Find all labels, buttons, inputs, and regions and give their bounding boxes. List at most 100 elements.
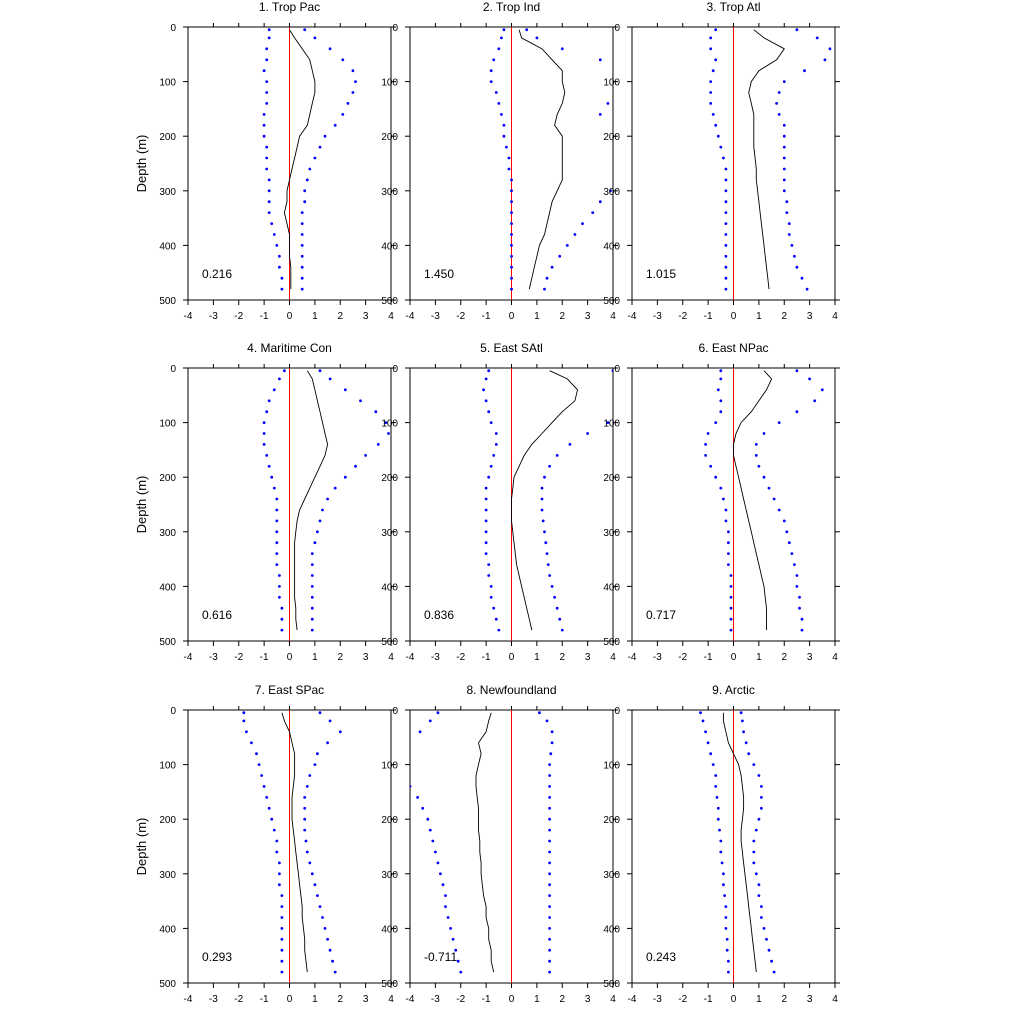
upper-bound-point	[757, 894, 761, 897]
y-tick-label: 400	[603, 582, 620, 593]
upper-bound-point	[548, 959, 551, 963]
upper-bound-point	[540, 508, 544, 512]
lower-bound-point	[255, 752, 258, 756]
lower-bound-point	[714, 28, 718, 32]
lower-bound-point	[275, 497, 279, 501]
upper-bound-point	[553, 595, 556, 599]
panel-stat-value: 1.015	[646, 267, 676, 281]
y-tick-label: 0	[614, 364, 620, 375]
lower-bound-point	[714, 475, 718, 479]
panel-stat-value: 0.616	[202, 608, 232, 622]
upper-bound-point	[538, 711, 541, 715]
lower-bound-point	[706, 432, 710, 435]
upper-bound-point	[313, 36, 317, 40]
lower-bound-point	[275, 563, 279, 566]
lower-bound-point	[716, 388, 720, 392]
panel-6: 6. East NPac -4 -3 -2 -1 0 1 2 3 4 0 100 200 300 400 50…	[603, 341, 840, 663]
lower-bound-point	[510, 178, 513, 182]
upper-bound-point	[798, 595, 801, 599]
lower-bound-point	[722, 883, 725, 887]
lower-bound-series	[242, 711, 284, 974]
upper-bound-point	[762, 475, 766, 479]
upper-bound-point	[310, 585, 314, 588]
panel-title: 3. Trop Atl	[706, 0, 760, 14]
x-tick-label: 3	[585, 652, 591, 663]
lower-bound-point	[267, 464, 271, 468]
x-tick-label: 4	[388, 311, 394, 322]
lower-bound-point	[719, 145, 723, 149]
y-tick-label: 300	[603, 187, 620, 198]
upper-bound-point	[316, 894, 319, 897]
x-tick-label: 3	[363, 311, 369, 322]
panel-stat-value: -0.711	[424, 950, 457, 964]
upper-bound-point	[785, 211, 789, 215]
lower-bound-point	[278, 861, 281, 865]
lower-bound-point	[451, 937, 455, 941]
upper-bound-point	[303, 796, 307, 799]
lower-bound-point	[716, 134, 720, 138]
upper-bound-point	[754, 443, 758, 446]
upper-bound-point	[326, 937, 329, 941]
lower-bound-point	[709, 36, 713, 40]
lower-bound-point	[487, 475, 491, 479]
lower-bound-point	[267, 28, 271, 32]
lower-bound-point	[484, 508, 488, 512]
lower-bound-point	[434, 850, 437, 854]
panel-2: 2. Trop Ind -4 -3 -2 -1 0 1 2 3 4 0 100 200 300 400 500…	[381, 0, 630, 322]
panel-5: 5. East SAtl -4 -3 -2 -1 0 1 2 3 4 0 100 200 300 400 50…	[381, 341, 618, 663]
upper-bound-series	[525, 28, 630, 291]
upper-bound-point	[581, 222, 584, 226]
x-tick-label: 4	[832, 652, 838, 663]
lower-bound-point	[265, 410, 269, 414]
x-tick-label: -1	[704, 994, 713, 1005]
lower-bound-point	[267, 399, 271, 403]
y-tick-label: 500	[603, 637, 620, 648]
upper-bound-point	[548, 785, 551, 788]
lower-bound-point	[265, 91, 269, 94]
upper-bound-point	[310, 552, 314, 555]
y-tick-label: 200	[603, 473, 620, 484]
y-tick-label: 200	[159, 473, 176, 484]
upper-bound-point	[354, 80, 357, 83]
lower-bound-point	[242, 719, 246, 723]
plot-data	[709, 27, 832, 300]
lower-bound-point	[489, 69, 493, 73]
upper-bound-point	[548, 948, 551, 952]
lower-bound-point	[718, 828, 721, 832]
upper-bound-point	[548, 464, 551, 468]
y-axis-label: Depth (m)	[134, 476, 149, 534]
lower-bound-point	[484, 530, 488, 534]
upper-bound-point	[744, 741, 748, 745]
upper-bound-point	[376, 443, 380, 446]
lower-bound-point	[494, 432, 498, 435]
lower-bound-point	[714, 123, 718, 127]
upper-bound-point	[351, 91, 355, 94]
upper-bound-point	[359, 399, 362, 403]
upper-bound-point	[560, 47, 564, 51]
lower-bound-point	[418, 730, 422, 734]
lower-bound-point	[416, 796, 419, 799]
upper-bound-point	[321, 508, 324, 512]
y-tick-label: 300	[381, 870, 398, 881]
x-tick-label: 1	[534, 311, 540, 322]
x-tick-label: -1	[704, 652, 713, 663]
lower-bound-point	[280, 276, 284, 280]
x-tick-label: 3	[807, 994, 813, 1005]
y-tick-label: 100	[381, 78, 398, 89]
y-tick-label: 100	[381, 419, 398, 430]
lower-bound-point	[502, 123, 506, 127]
lower-bound-series	[709, 28, 728, 291]
plot-data	[489, 27, 630, 300]
panel-title: 5. East SAtl	[480, 341, 543, 355]
upper-bound-point	[305, 785, 309, 788]
upper-bound-point	[341, 58, 345, 62]
upper-bound-point	[305, 178, 309, 182]
lower-bound-point	[724, 254, 728, 258]
panel-stat-value: 0.717	[646, 608, 676, 622]
mean-profile-line	[283, 29, 316, 290]
lower-bound-point	[719, 410, 723, 414]
upper-bound-point	[795, 574, 799, 577]
lower-bound-point	[280, 959, 284, 963]
upper-bound-point	[627, 157, 630, 160]
lower-bound-point	[714, 785, 718, 788]
